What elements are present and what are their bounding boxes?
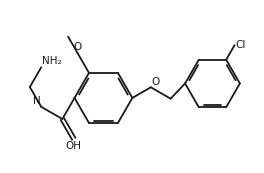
Text: N: N [33,96,40,106]
Text: O: O [73,42,82,52]
Text: O: O [152,76,160,86]
Text: Cl: Cl [235,40,246,50]
Text: NH₂: NH₂ [42,56,62,66]
Text: OH: OH [66,141,82,151]
